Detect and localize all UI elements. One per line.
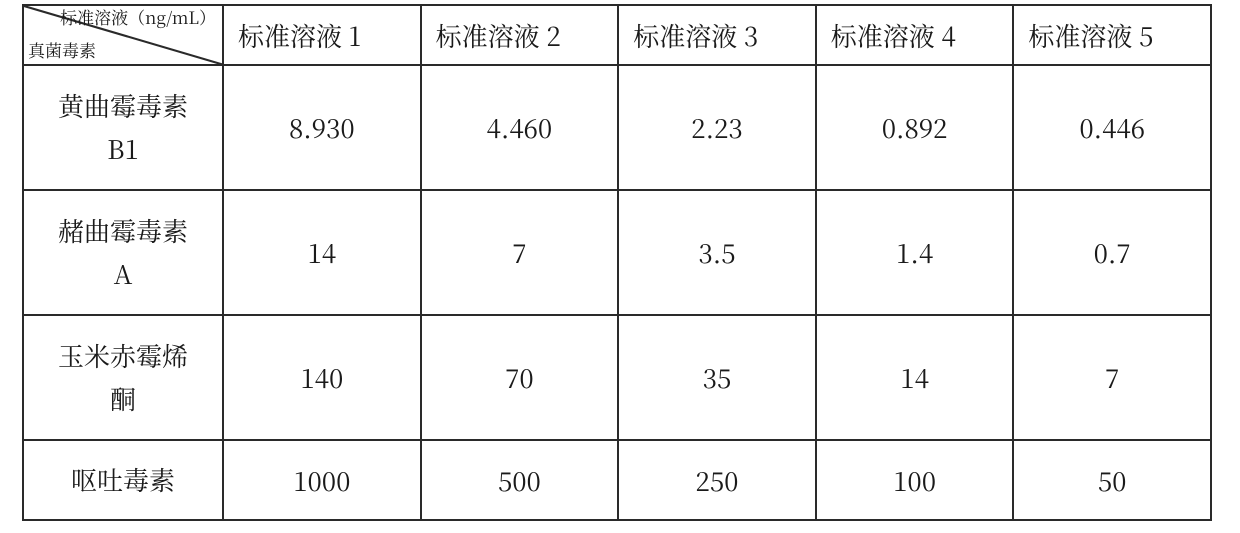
col-header-5: 标准溶液 5 bbox=[1013, 5, 1211, 65]
row-header-line: 黄曲霉毒素 bbox=[58, 87, 188, 124]
table-cell: 250 bbox=[618, 440, 816, 520]
table-cell: 0.446 bbox=[1013, 65, 1211, 190]
table-row: 黄曲霉毒素 B1 8.930 4.460 2.23 0.892 0.446 bbox=[23, 65, 1211, 190]
row-header-line: 酮 bbox=[110, 380, 136, 417]
row-header-line: 赭曲霉毒素 bbox=[58, 212, 188, 249]
table-cell: 100 bbox=[816, 440, 1014, 520]
diagonal-top-label: 标准溶液（ng/mL） bbox=[60, 8, 216, 25]
table-cell: 140 bbox=[223, 315, 421, 440]
col-header-4: 标准溶液 4 bbox=[816, 5, 1014, 65]
table-cell: 14 bbox=[816, 315, 1014, 440]
table-cell: 7 bbox=[421, 190, 619, 315]
table-cell: 1.4 bbox=[816, 190, 1014, 315]
table-row: 呕吐毒素 1000 500 250 100 50 bbox=[23, 440, 1211, 520]
row-header-vomitoxin: 呕吐毒素 bbox=[23, 440, 223, 520]
diagonal-header-cell: 标准溶液（ng/mL） 真菌毒素 bbox=[23, 5, 223, 65]
row-header-line: A bbox=[114, 255, 133, 292]
table-row: 玉米赤霉烯 酮 140 70 35 14 7 bbox=[23, 315, 1211, 440]
table-cell: 2.23 bbox=[618, 65, 816, 190]
row-header-zearalenone: 玉米赤霉烯 酮 bbox=[23, 315, 223, 440]
diagonal-bottom-label: 真菌毒素 bbox=[28, 41, 96, 58]
col-header-1: 标准溶液 1 bbox=[223, 5, 421, 65]
table-cell: 35 bbox=[618, 315, 816, 440]
table-cell: 3.5 bbox=[618, 190, 816, 315]
mycotoxin-standards-table: 标准溶液（ng/mL） 真菌毒素 标准溶液 1 标准溶液 2 标准溶液 3 标准… bbox=[22, 4, 1212, 521]
table-cell: 70 bbox=[421, 315, 619, 440]
table-row: 赭曲霉毒素 A 14 7 3.5 1.4 0.7 bbox=[23, 190, 1211, 315]
row-header-line: 呕吐毒素 bbox=[71, 461, 175, 498]
table-header-row: 标准溶液（ng/mL） 真菌毒素 标准溶液 1 标准溶液 2 标准溶液 3 标准… bbox=[23, 5, 1211, 65]
table-cell: 0.7 bbox=[1013, 190, 1211, 315]
row-header-line: 玉米赤霉烯 bbox=[58, 337, 188, 374]
col-header-3: 标准溶液 3 bbox=[618, 5, 816, 65]
row-header-line: B1 bbox=[107, 130, 139, 167]
row-header-aflatoxin-b1: 黄曲霉毒素 B1 bbox=[23, 65, 223, 190]
table-cell: 0.892 bbox=[816, 65, 1014, 190]
table-cell: 8.930 bbox=[223, 65, 421, 190]
table-cell: 7 bbox=[1013, 315, 1211, 440]
table-cell: 14 bbox=[223, 190, 421, 315]
row-header-ochratoxin-a: 赭曲霉毒素 A bbox=[23, 190, 223, 315]
table-cell: 1000 bbox=[223, 440, 421, 520]
table-cell: 500 bbox=[421, 440, 619, 520]
table-cell: 50 bbox=[1013, 440, 1211, 520]
col-header-2: 标准溶液 2 bbox=[421, 5, 619, 65]
table-cell: 4.460 bbox=[421, 65, 619, 190]
